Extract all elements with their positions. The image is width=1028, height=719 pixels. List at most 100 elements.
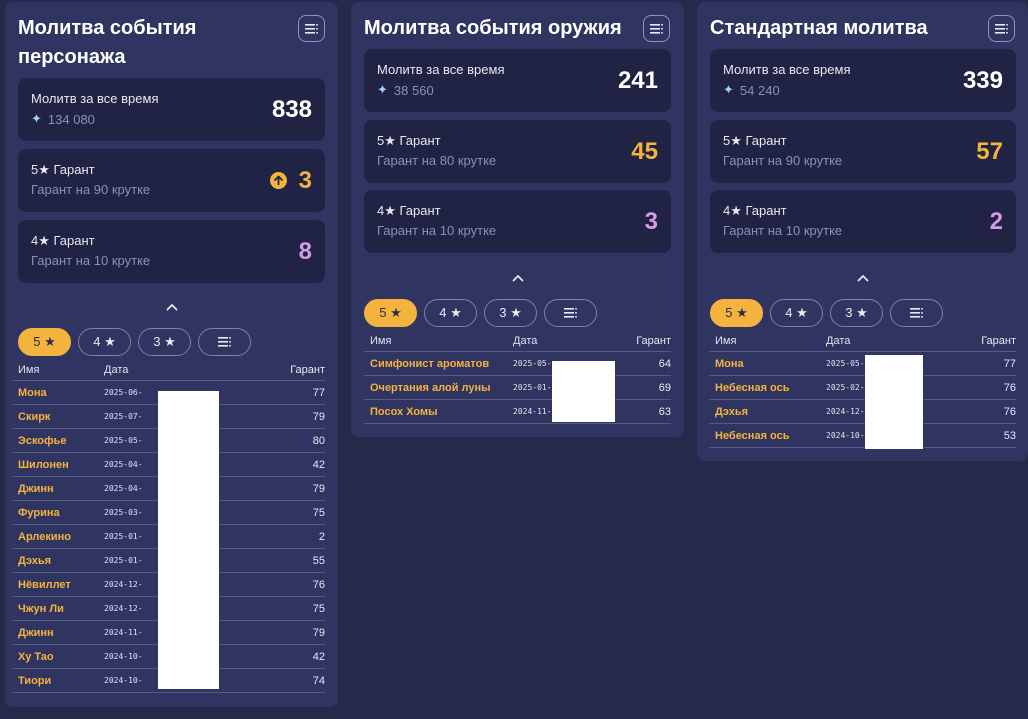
table-row[interactable]: Посох Хомы 2024-11- 63 [364, 400, 671, 424]
total-wishes-card: Молитв за все время ✦ 54 240 339 [710, 49, 1016, 112]
row-name: Мона [715, 357, 744, 370]
row-name: Симфонист ароматов [370, 357, 490, 370]
row-date: 2025-04- [104, 460, 143, 469]
total-primogems: ✦ 134 080 [31, 111, 95, 127]
row-name: Посох Хомы [370, 405, 438, 418]
row-pity: 76 [1003, 381, 1016, 394]
pity-4-card: 4★ Гарант Гарант на 10 крутке 3 [364, 190, 671, 253]
table-row[interactable]: Дэхья 2024-12- 76 [709, 400, 1016, 424]
primogems-value: 54 240 [739, 82, 780, 98]
list-menu-icon [564, 308, 577, 318]
list-menu-icon [218, 337, 231, 347]
header-date: Дата [513, 335, 538, 347]
tab-5-star[interactable]: 5 ★ [18, 328, 71, 356]
tab-3-star[interactable]: 3 ★ [484, 299, 537, 327]
row-date: 2025-05- [513, 359, 552, 368]
row-date: 2024-12- [104, 604, 143, 613]
row-date: 2024-10- [104, 676, 143, 685]
row-name: Джинн [18, 626, 54, 639]
row-date: 2025-01- [104, 532, 143, 541]
row-name: Небесная ось [715, 429, 790, 442]
row-date: 2024-12- [104, 580, 143, 589]
panel-standard: Стандартная молитва Молитв за все время … [697, 2, 1028, 461]
rarity-tabs: 5 ★ 4 ★ 3 ★ [364, 299, 597, 327]
sparkle-icon: ✦ [31, 111, 42, 126]
row-pity: 74 [312, 674, 325, 687]
row-name: Тиори [18, 674, 52, 687]
pity-4-value: 8 [298, 237, 312, 265]
row-date: 2025-05- [826, 359, 865, 368]
tab-all-list[interactable] [544, 299, 597, 327]
table-row[interactable]: Небесная ось 2024-10- 53 [709, 424, 1016, 448]
pity-5-value: 45 [631, 137, 658, 165]
rarity-tabs: 5 ★ 4 ★ 3 ★ [710, 299, 943, 327]
row-date: 2024-10- [104, 652, 143, 661]
chevron-up-icon [857, 274, 868, 282]
total-wishes-card: Молитв за все время ✦ 38 560 241 [364, 49, 671, 112]
pity-4-sub: Гарант на 10 крутке [377, 223, 497, 238]
sparkle-icon: ✦ [377, 82, 388, 97]
row-date: 2024-11- [104, 628, 143, 637]
row-date: 2024-10- [826, 431, 865, 440]
row-name: Фурина [18, 506, 60, 519]
arrow-up-circle-icon [269, 172, 287, 189]
table-row[interactable]: Мона 2025-05- 77 [709, 352, 1016, 376]
panel-character-event: Молитва события персонажа Молитв за все … [5, 2, 338, 707]
row-pity: 76 [1003, 405, 1016, 418]
panel-menu-button[interactable] [298, 15, 325, 42]
pity-5-sub: Гарант на 80 крутке [377, 153, 497, 168]
primogems-value: 134 080 [47, 111, 95, 127]
panel-menu-button[interactable] [643, 15, 670, 42]
tab-4-star[interactable]: 4 ★ [770, 299, 823, 327]
row-name: Дэхья [715, 405, 749, 418]
tab-3-star[interactable]: 3 ★ [830, 299, 883, 327]
pity-4-value: 2 [989, 207, 1003, 235]
list-menu-icon [995, 23, 1008, 34]
tab-4-star[interactable]: 4 ★ [424, 299, 477, 327]
table-header: Имя Дата Гарант [364, 331, 671, 352]
table-body: Мона 2025-05- 77 Небесная ось 2025-02- 76 Дэхь… [709, 352, 1016, 448]
row-pity: 69 [658, 381, 671, 394]
panel-menu-button[interactable] [988, 15, 1015, 42]
total-primogems: ✦ 38 560 [377, 82, 434, 98]
tab-4-star[interactable]: 4 ★ [78, 328, 131, 356]
list-menu-icon [650, 23, 663, 34]
row-date: 2025-04- [104, 484, 143, 493]
table-row[interactable]: Очертания алой луны 2025-01- 69 [364, 376, 671, 400]
tab-all-list[interactable] [198, 328, 251, 356]
pity-4-label: 4★ Гарант [723, 203, 787, 218]
total-wishes-value: 241 [617, 66, 658, 94]
tab-5-star[interactable]: 5 ★ [364, 299, 417, 327]
table-header: Имя Дата Гарант [12, 360, 325, 381]
table-row[interactable]: Тиори 2024-10- 74 [12, 669, 325, 693]
row-pity: 75 [312, 506, 325, 519]
redaction-block [158, 391, 219, 689]
pity-5-card: 5★ Гарант Гарант на 80 крутке 45 [364, 120, 671, 183]
collapse-button[interactable] [351, 269, 684, 283]
pity-5-value: 57 [976, 137, 1003, 165]
list-menu-icon [910, 308, 923, 318]
header-name: Имя [370, 335, 392, 347]
header-name: Имя [18, 364, 40, 376]
row-pity: 80 [312, 434, 325, 447]
header-pity: Гарант [981, 335, 1016, 347]
tab-all-list[interactable] [890, 299, 943, 327]
collapse-button[interactable] [5, 298, 338, 312]
row-name: Небесная ось [715, 381, 790, 394]
pity-4-sub: Гарант на 10 крутке [31, 253, 151, 268]
tab-3-star[interactable]: 3 ★ [138, 328, 191, 356]
row-pity: 63 [658, 405, 671, 418]
row-name: Шилонен [18, 458, 69, 471]
panel-title: Молитва события оружия [364, 17, 622, 39]
table-row[interactable]: Небесная ось 2025-02- 76 [709, 376, 1016, 400]
tab-5-star[interactable]: 5 ★ [710, 299, 763, 327]
pity-5-card: 5★ Гарант Гарант на 90 крутке 57 [710, 120, 1016, 183]
row-date: 2024-12- [826, 407, 865, 416]
table-row[interactable]: Симфонист ароматов 2025-05- 64 [364, 352, 671, 376]
collapse-button[interactable] [697, 269, 1028, 283]
row-date: 2025-02- [826, 383, 865, 392]
list-menu-icon [305, 23, 318, 34]
total-wishes-card: Молитв за все время ✦ 134 080 838 [18, 78, 325, 141]
history-table: Имя Дата Гарант Симфонист ароматов 2025-0… [364, 331, 671, 424]
pity-4-value: 3 [644, 207, 658, 235]
